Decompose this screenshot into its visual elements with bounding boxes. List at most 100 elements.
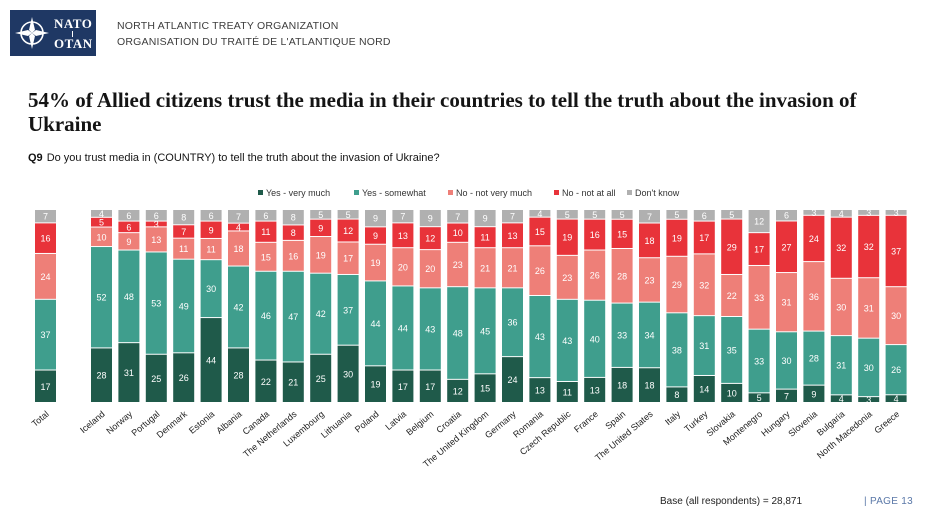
data-label: 4 (894, 394, 899, 404)
bar-segment (365, 281, 386, 366)
data-label: 34 (644, 330, 654, 340)
legend-label: Yes - somewhat (362, 188, 426, 198)
data-label: 15 (480, 384, 490, 394)
data-label: 15 (617, 229, 627, 239)
bar-segment (337, 219, 359, 242)
data-label: 9 (483, 214, 488, 224)
bar-segment (447, 223, 469, 242)
bar-segment (255, 360, 277, 402)
question: Q9 Do you trust media in (COUNTRY) to tel… (28, 152, 440, 164)
data-label: 5 (757, 393, 762, 403)
data-label: 33 (754, 357, 764, 367)
bar-segment (310, 210, 332, 219)
data-label: 46 (261, 311, 271, 321)
bar-segment (885, 395, 907, 402)
bar-segment (35, 223, 56, 253)
data-label: 22 (261, 377, 271, 387)
data-label: 8 (674, 390, 679, 400)
bar-segment (118, 343, 140, 402)
bar-group: 22 46 15 11 6 (255, 210, 277, 402)
data-label: 37 (40, 330, 50, 340)
question-code: Q9 (28, 152, 43, 164)
logo-text-nato: NATO (54, 16, 93, 31)
bar-segment (502, 210, 523, 223)
data-label: 11 (206, 245, 215, 255)
bar-segment (35, 370, 56, 402)
data-label: 9 (373, 231, 378, 241)
data-label: 24 (809, 234, 819, 244)
bar-segment (639, 368, 660, 402)
bar-segment (419, 288, 441, 370)
bar-segment (365, 366, 386, 402)
bar-group: 24 36 21 13 7 (502, 210, 523, 402)
data-label: 16 (590, 230, 600, 240)
data-label: 6 (154, 211, 159, 221)
data-label: 8 (291, 213, 296, 223)
bar-segment (118, 221, 140, 233)
data-label: 23 (453, 260, 463, 270)
bar-segment (118, 250, 140, 343)
bar-segment (35, 210, 56, 223)
data-label: 4 (99, 209, 104, 219)
legend-item: Don't know (627, 188, 680, 198)
data-label: 10 (96, 232, 106, 242)
bar-group: 15 45 21 11 9 (474, 210, 496, 402)
bar-segment (748, 265, 770, 329)
data-label: 4 (537, 209, 542, 219)
category-label: Iceland (78, 409, 107, 435)
bar-segment (35, 299, 56, 370)
data-label: 6 (126, 222, 131, 232)
bar-segment (310, 219, 332, 237)
bar-segment (858, 215, 880, 278)
data-label: 43 (425, 324, 435, 334)
data-label: 29 (727, 242, 737, 252)
bar-segment (447, 287, 469, 379)
bar-segment (529, 295, 551, 378)
bar-group: 7 30 31 27 6 (776, 210, 797, 402)
data-label: 23 (644, 275, 654, 285)
data-label: 15 (261, 252, 271, 262)
bar-segment (200, 318, 222, 402)
data-label: 12 (425, 234, 435, 244)
data-label: 25 (151, 374, 161, 384)
bar-segment (474, 210, 496, 227)
data-label: 30 (781, 356, 791, 366)
logo-separator (72, 31, 73, 37)
bar-segment (666, 210, 688, 219)
org-name-french: ORGANISATION DU TRAITÉ DE L'ATLANTIQUE N… (117, 36, 391, 48)
data-label: 53 (151, 299, 161, 309)
bar-segment (173, 210, 195, 225)
bar-segment (858, 338, 880, 397)
legend-item: Yes - very much (258, 188, 330, 198)
bar-segment (556, 255, 578, 299)
data-label: 18 (617, 380, 627, 390)
bar-segment (118, 210, 140, 221)
legend-item: No - not very much (448, 188, 532, 198)
bar-segment (611, 303, 633, 367)
data-label: 17 (398, 382, 408, 392)
data-label: 13 (507, 231, 517, 241)
bar-segment (666, 256, 688, 313)
bar-group: 4 31 30 32 4 (830, 209, 852, 404)
bar-segment (255, 210, 277, 221)
bar-segment (885, 345, 907, 395)
data-label: 28 (233, 371, 243, 381)
data-label: 3 (811, 208, 816, 218)
bar-group: 9 28 36 24 3 (803, 208, 825, 402)
bar-group: 17 44 20 13 7 (392, 210, 414, 402)
data-label: 21 (507, 263, 517, 273)
legend-swatch (354, 190, 359, 195)
data-label: 6 (702, 211, 707, 221)
data-label: 5 (99, 218, 104, 228)
bar-segment (474, 227, 496, 248)
data-label: 42 (233, 302, 243, 312)
category-label: Denmark (155, 409, 190, 440)
bar-segment (776, 273, 797, 332)
legend-swatch (258, 190, 263, 195)
bar-segment (885, 287, 907, 345)
base-note: Base (all respondents) = 28,871 (660, 496, 803, 507)
legend-label: Yes - very much (266, 188, 330, 198)
data-label: 17 (754, 245, 764, 255)
data-label: 32 (836, 243, 846, 253)
bar-segment (611, 210, 633, 219)
